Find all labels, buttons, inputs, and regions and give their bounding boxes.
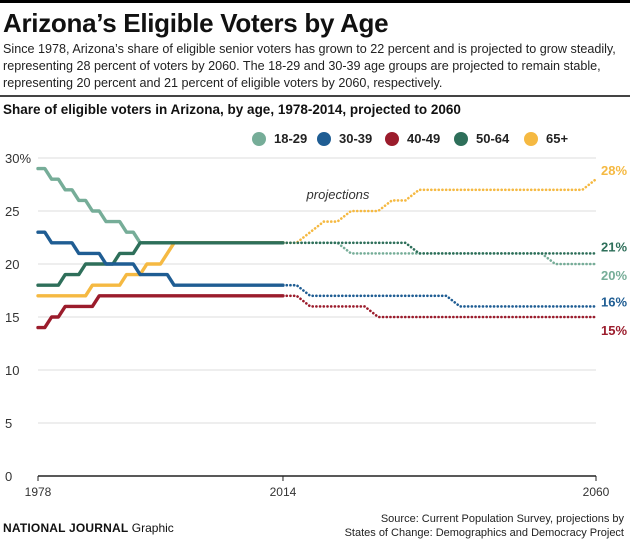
end-label-18-29: 20% <box>601 268 627 283</box>
end-label-65+: 28% <box>601 163 627 178</box>
legend-label: 30-39 <box>339 131 373 146</box>
series-line-18-29 <box>36 166 285 245</box>
brand-suffix: Graphic <box>131 521 174 535</box>
legend-item-18-29: 18-29 <box>252 131 307 146</box>
legend-item-30-39: 30-39 <box>317 131 372 146</box>
section-divider <box>0 95 630 97</box>
x-tick-label: 2014 <box>270 485 297 499</box>
series-projection-40-49 <box>281 294 598 319</box>
line-chart: 0 5 10 15 20 25 30% 1978 2014 2060 projections 20% 1… <box>5 151 627 499</box>
legend-swatch <box>317 131 331 146</box>
source-note: Source: Current Population Survey, proje… <box>345 512 624 540</box>
x-tick-label: 1978 <box>25 485 52 499</box>
y-tick-label: 5 <box>5 416 12 431</box>
legend-swatch <box>385 131 399 146</box>
series-projection-30-39 <box>281 283 598 308</box>
series-line-50-64 <box>36 241 285 287</box>
page-title: Arizona’s Eligible Voters by Age <box>3 8 389 38</box>
y-tick-label: 20 <box>5 257 19 272</box>
legend-label: 50-64 <box>476 131 510 146</box>
chart-subtitle: Share of eligible voters in Arizona, by … <box>3 102 461 117</box>
series-line-40-49 <box>36 294 285 330</box>
series-projection-65+ <box>281 177 598 245</box>
end-label-30-39: 16% <box>601 294 627 309</box>
source-line: Source: Current Population Survey, proje… <box>380 513 624 525</box>
series-line-65+ <box>36 241 285 298</box>
legend-label: 18-29 <box>274 131 308 146</box>
y-tick-label: 10 <box>5 363 19 378</box>
y-tick-label: 25 <box>5 204 19 219</box>
legend-swatch <box>454 131 468 146</box>
legend-label: 65+ <box>546 131 569 146</box>
top-rule <box>0 0 630 3</box>
chart-description: Since 1978, Arizona’s share of eligible … <box>3 42 616 90</box>
series-line-30-39 <box>36 230 285 287</box>
end-label-40-49: 15% <box>601 323 627 338</box>
y-tick-label: 30% <box>5 151 31 166</box>
brand-name: NATIONAL JOURNAL <box>3 521 129 535</box>
projections-annotation: projections <box>306 187 370 202</box>
source-line: States of Change: Demographics and Democ… <box>344 527 624 539</box>
legend-swatch <box>252 131 266 146</box>
y-tick-label: 0 <box>5 469 12 484</box>
legend-swatch <box>524 131 538 146</box>
x-tick-label: 2060 <box>583 485 610 499</box>
legend-item-50-64: 50-64 <box>454 131 509 146</box>
legend-label: 40-49 <box>407 131 441 146</box>
y-tick-label: 15 <box>5 310 19 325</box>
legend-item-65-plus: 65+ <box>524 131 568 146</box>
series-projection-50-64 <box>281 241 598 255</box>
end-label-50-64: 21% <box>601 239 627 254</box>
footer-brand: NATIONAL JOURNAL Graphic <box>3 521 174 535</box>
legend-item-40-49: 40-49 <box>385 131 440 146</box>
chart-legend: 18-29 30-39 40-49 50-64 65+ <box>0 131 630 151</box>
